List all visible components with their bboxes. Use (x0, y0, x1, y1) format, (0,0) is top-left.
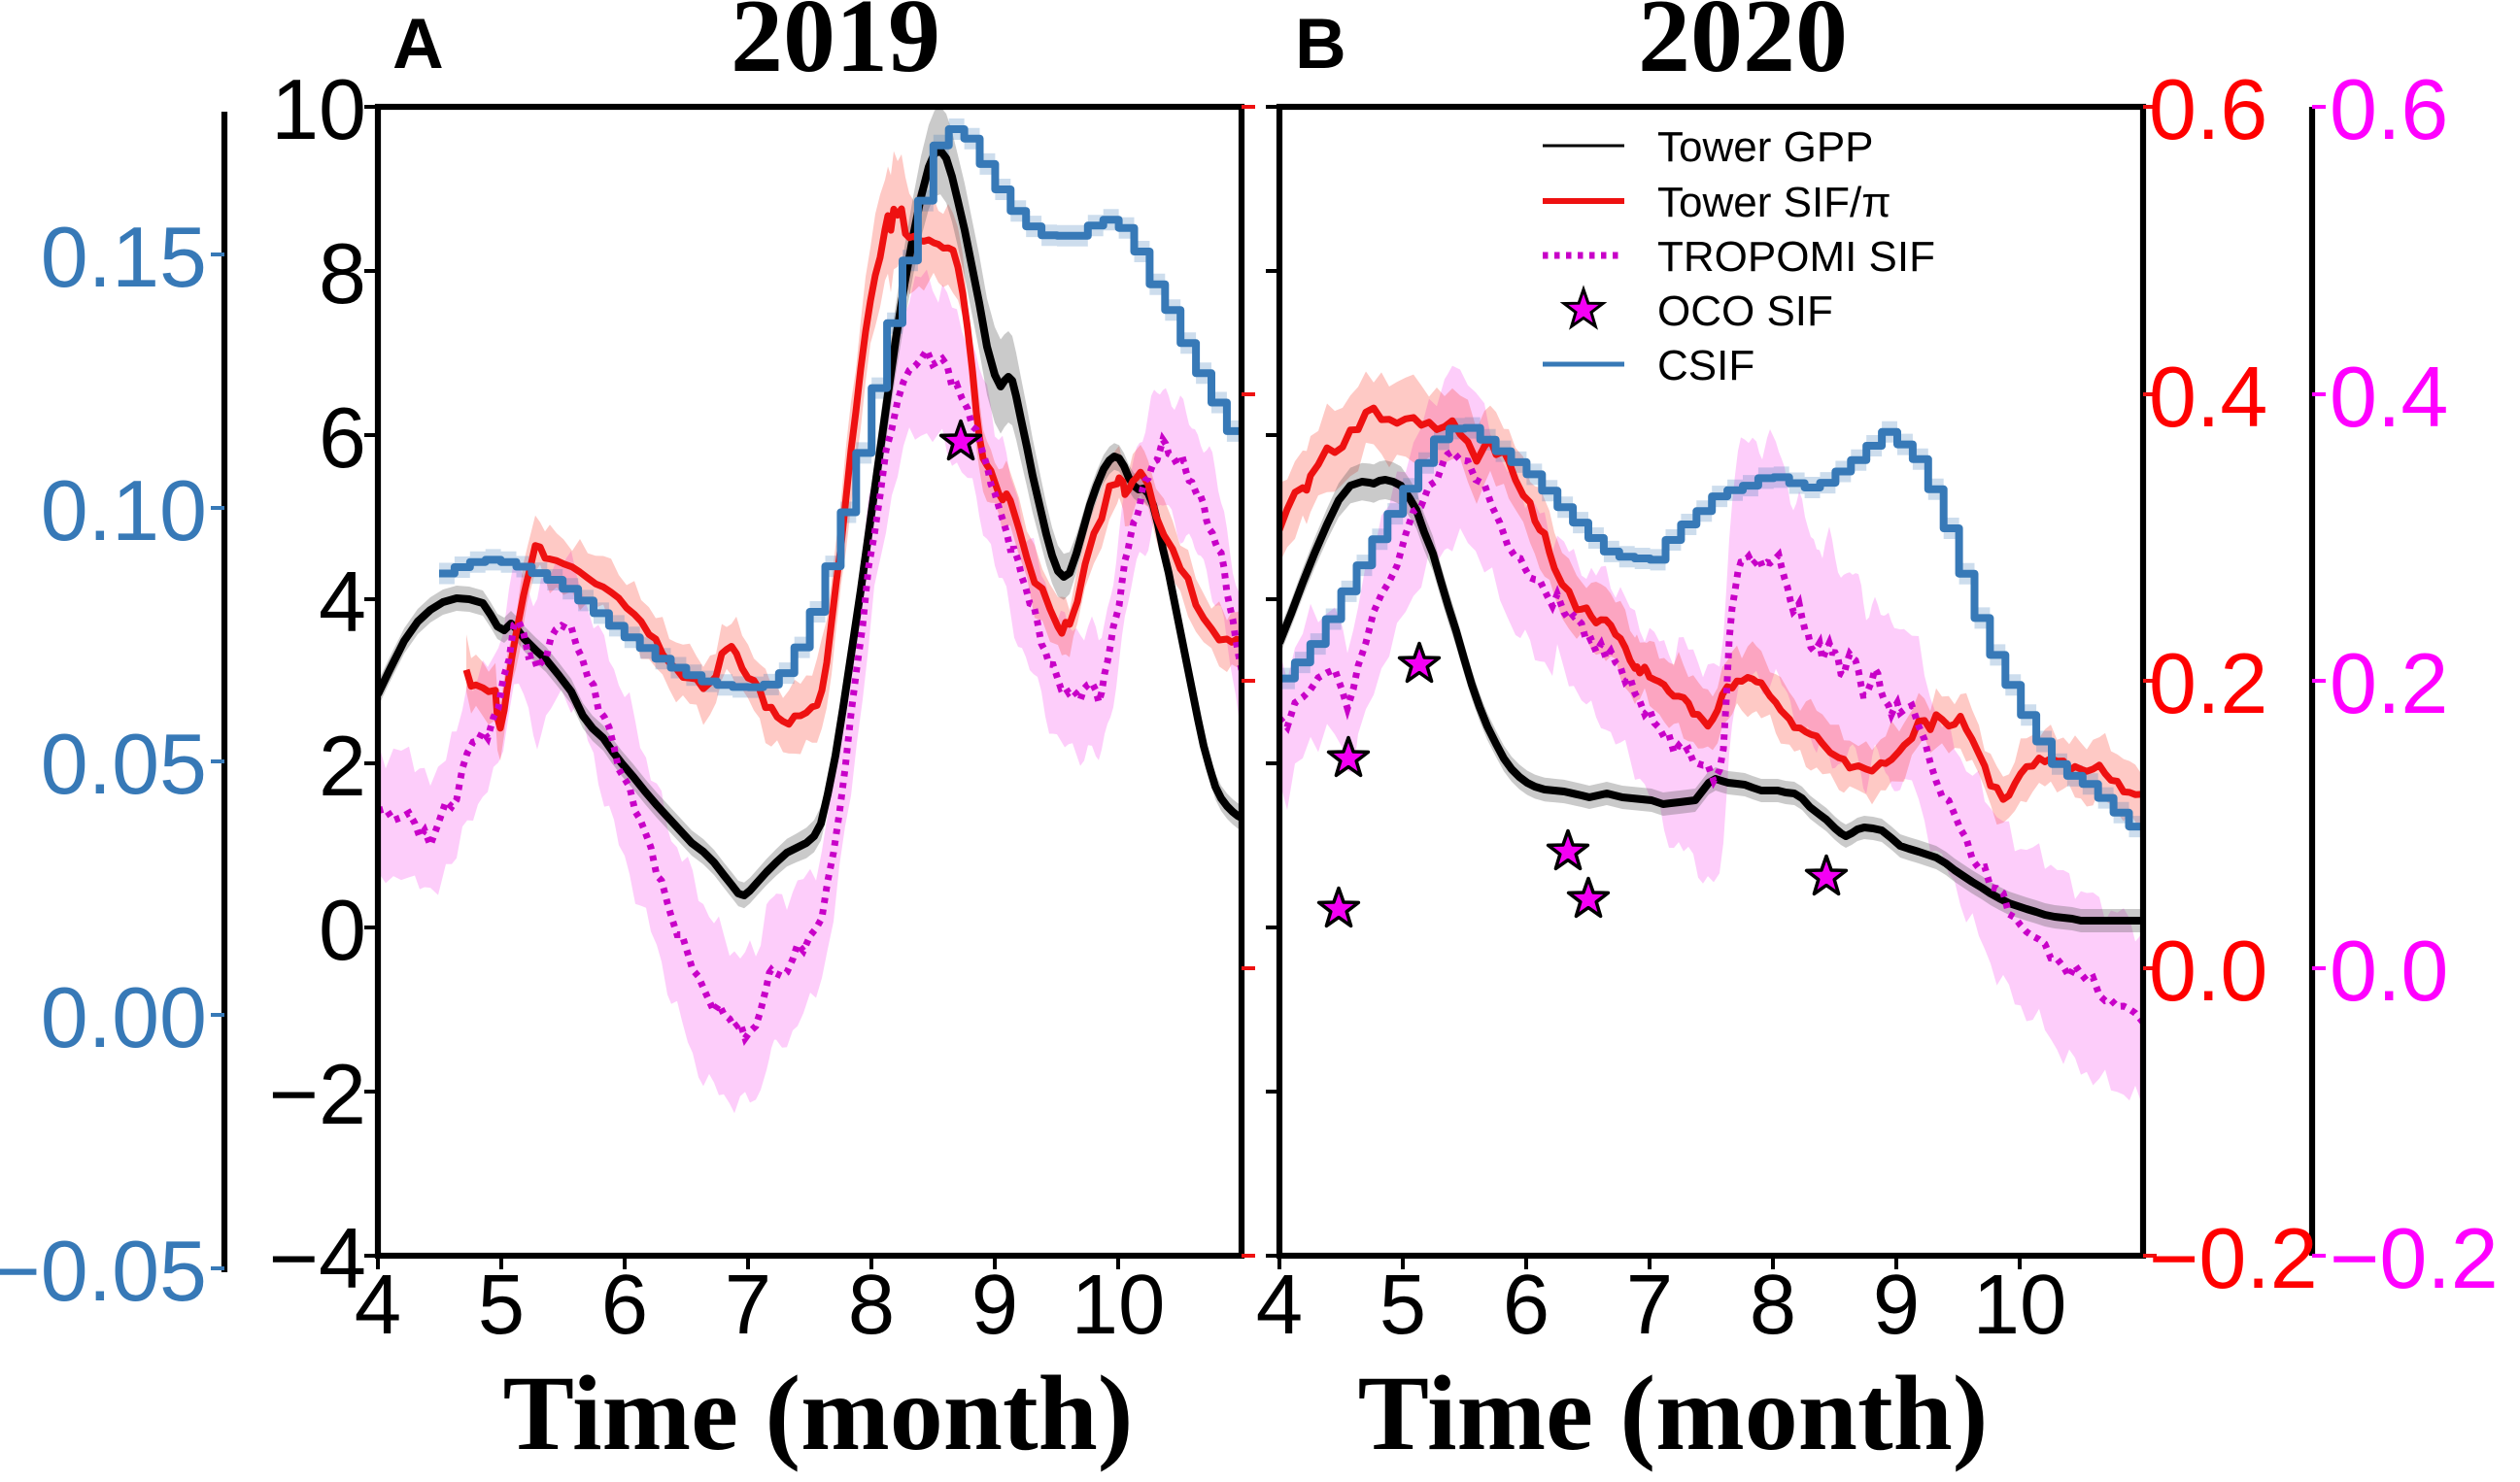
svg-text:0.0: 0.0 (2149, 923, 2267, 1019)
svg-text:0.6: 0.6 (2330, 61, 2448, 157)
svg-text:9: 9 (1873, 1258, 1920, 1352)
svg-text:−4: −4 (269, 1210, 366, 1306)
svg-text:2020: 2020 (1638, 0, 1848, 94)
svg-text:8: 8 (319, 225, 366, 321)
svg-text:−0.2: −0.2 (2149, 1210, 2318, 1306)
svg-text:9: 9 (971, 1258, 1018, 1352)
svg-text:6: 6 (601, 1258, 648, 1352)
svg-text:0.2: 0.2 (2330, 635, 2448, 731)
svg-text:10: 10 (271, 61, 366, 157)
svg-text:8: 8 (1750, 1258, 1796, 1352)
svg-text:7: 7 (725, 1258, 771, 1352)
svg-text:−2: −2 (269, 1046, 366, 1142)
svg-text:4: 4 (1256, 1258, 1303, 1352)
svg-text:0.10: 0.10 (41, 462, 207, 558)
svg-text:−0.2: −0.2 (2330, 1210, 2499, 1306)
svg-text:0.05: 0.05 (41, 716, 207, 812)
svg-text:2019: 2019 (731, 0, 940, 94)
svg-text:2: 2 (319, 718, 366, 814)
svg-text:−0.05: −0.05 (0, 1223, 207, 1319)
svg-text:Tower GPP: Tower GPP (1657, 123, 1874, 171)
svg-text:10: 10 (1973, 1258, 2067, 1352)
svg-text:B: B (1295, 5, 1346, 84)
svg-text:0.2: 0.2 (2149, 635, 2267, 731)
svg-text:TROPOMI SIF: TROPOMI SIF (1657, 233, 1935, 281)
svg-text:4: 4 (319, 554, 366, 650)
svg-text:CSIF: CSIF (1657, 342, 1754, 389)
svg-text:OCO SIF: OCO SIF (1657, 287, 1833, 335)
svg-text:0.00: 0.00 (41, 969, 207, 1065)
svg-text:6: 6 (319, 389, 366, 486)
svg-text:7: 7 (1626, 1258, 1673, 1352)
svg-text:0: 0 (319, 882, 366, 978)
svg-text:5: 5 (1379, 1258, 1426, 1352)
svg-text:10: 10 (1072, 1258, 1166, 1352)
svg-text:5: 5 (478, 1258, 525, 1352)
svg-text:0.4: 0.4 (2330, 349, 2448, 445)
svg-text:8: 8 (848, 1258, 895, 1352)
svg-text:4: 4 (355, 1258, 401, 1352)
svg-text:Time (month): Time (month) (503, 1354, 1134, 1472)
svg-text:0.4: 0.4 (2149, 349, 2267, 445)
svg-text:6: 6 (1503, 1258, 1549, 1352)
svg-text:Time (month): Time (month) (1358, 1354, 1989, 1472)
svg-text:A: A (392, 5, 444, 84)
svg-text:0.0: 0.0 (2330, 923, 2448, 1019)
svg-text:Tower SIF/π: Tower SIF/π (1657, 179, 1891, 226)
svg-text:0.15: 0.15 (41, 209, 207, 305)
svg-text:0.6: 0.6 (2149, 61, 2267, 157)
